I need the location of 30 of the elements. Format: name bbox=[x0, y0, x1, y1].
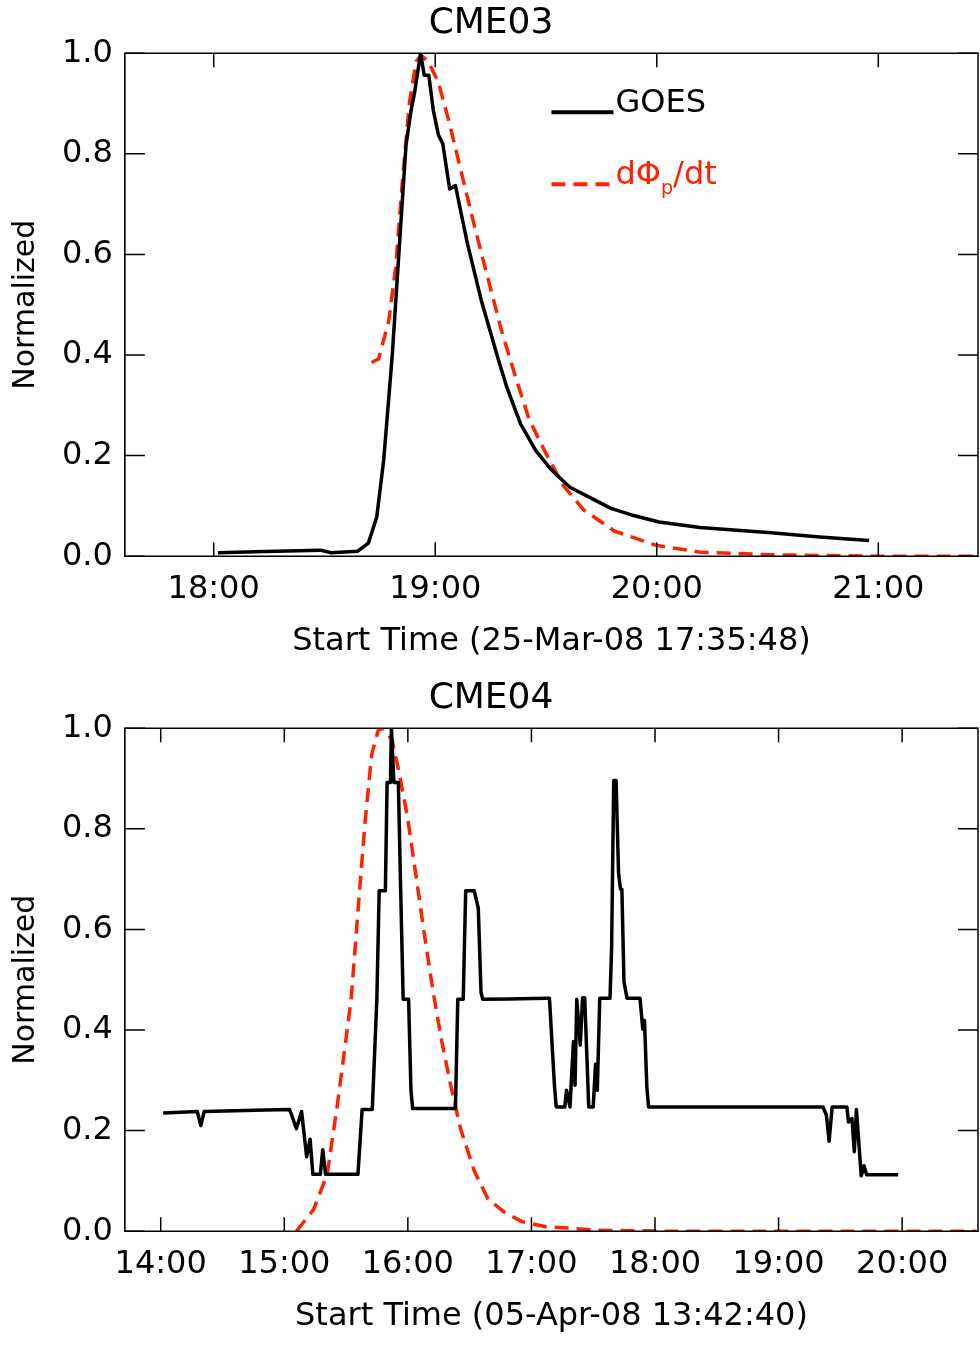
x-axis-title: Start Time (25-Mar-08 17:35:48) bbox=[292, 620, 811, 659]
y-axis-title: Normalized bbox=[5, 894, 41, 1065]
y-tick-label: 0.0 bbox=[62, 1209, 113, 1248]
y-tick-label: 0.6 bbox=[62, 907, 113, 946]
y-axis-title: Normalized bbox=[5, 219, 41, 390]
x-axis-title: Start Time (05-Apr-08 13:42:40) bbox=[295, 1295, 808, 1334]
x-tick-label: 21:00 bbox=[832, 567, 925, 606]
x-tick-label: 19:00 bbox=[389, 567, 482, 606]
x-tick-label: 20:00 bbox=[610, 567, 703, 606]
x-tick-label: 19:00 bbox=[732, 1242, 825, 1281]
chart-title: CME04 bbox=[428, 674, 554, 716]
y-tick-label: 1.0 bbox=[62, 706, 113, 745]
y-tick-label: 0.2 bbox=[62, 433, 113, 472]
x-tick-label: 17:00 bbox=[485, 1242, 578, 1281]
y-tick-label: 0.4 bbox=[62, 1008, 113, 1047]
x-tick-label: 15:00 bbox=[238, 1242, 331, 1281]
chart-title: CME03 bbox=[428, 0, 554, 41]
y-tick-label: 0.6 bbox=[62, 232, 113, 271]
y-tick-label: 0.4 bbox=[62, 333, 113, 372]
x-tick-label: 18:00 bbox=[608, 1242, 702, 1281]
y-tick-label: 1.0 bbox=[62, 31, 113, 70]
x-tick-label: 18:00 bbox=[167, 567, 260, 606]
x-tick-label: 20:00 bbox=[856, 1242, 949, 1281]
x-tick-label: 14:00 bbox=[114, 1242, 207, 1281]
y-tick-label: 0.8 bbox=[62, 132, 113, 171]
x-tick-label: 16:00 bbox=[361, 1242, 454, 1281]
y-tick-label: 0.8 bbox=[62, 807, 113, 846]
y-tick-label: 0.2 bbox=[62, 1108, 113, 1147]
y-tick-label: 0.0 bbox=[62, 534, 113, 573]
legend-label: GOES bbox=[615, 82, 706, 121]
